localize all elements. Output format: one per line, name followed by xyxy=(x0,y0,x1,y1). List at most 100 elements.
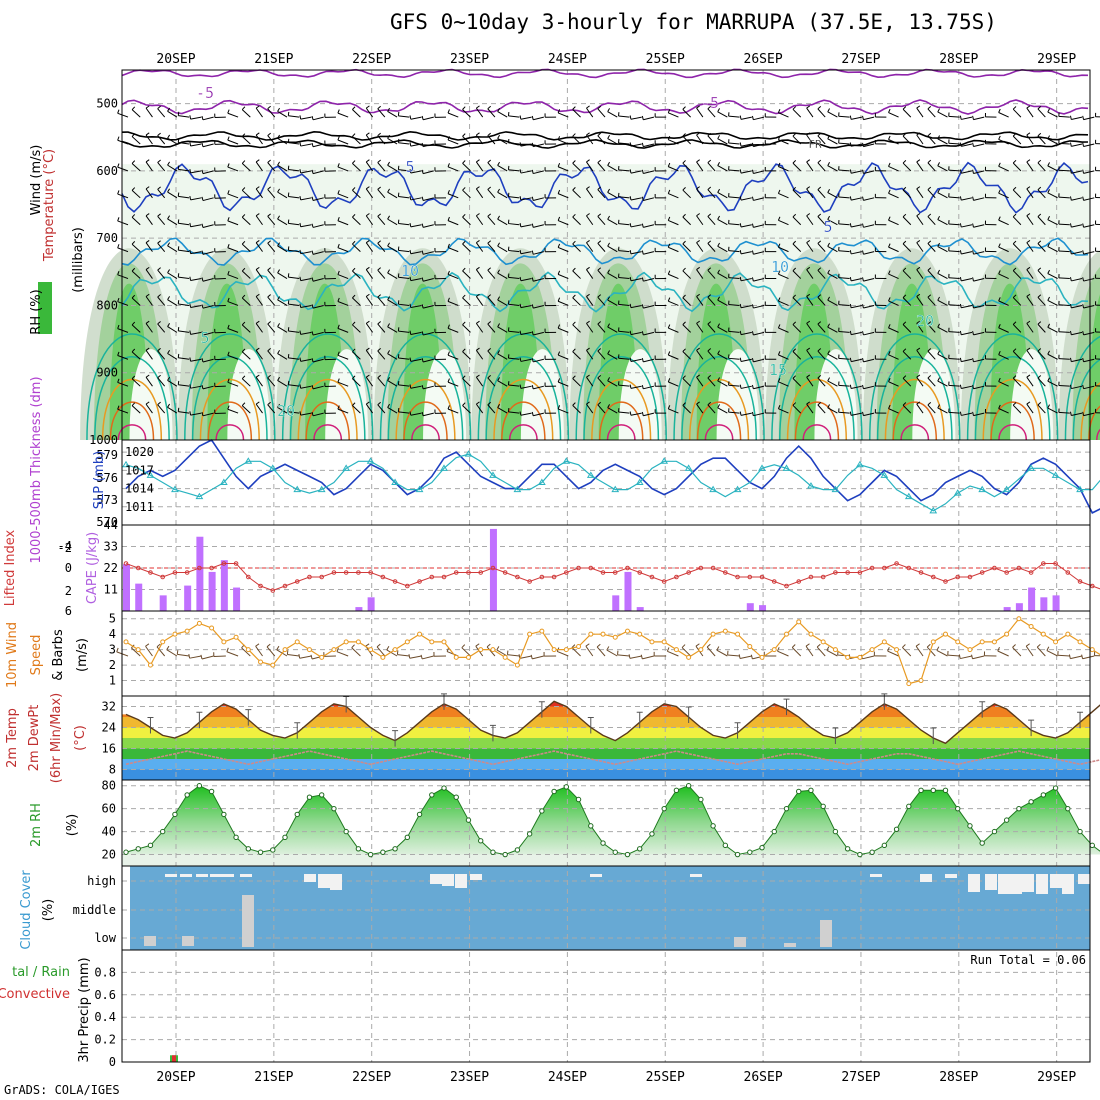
wind-speed-marker xyxy=(392,647,398,653)
wind-barb xyxy=(241,187,251,199)
wind-barb xyxy=(337,405,349,414)
date-label-top: 21SEP xyxy=(254,52,293,67)
wind-barb xyxy=(337,163,349,172)
wind-barb xyxy=(497,188,508,199)
cape-bar xyxy=(355,607,363,611)
wind-barb xyxy=(365,159,374,172)
surface-wind-barb xyxy=(816,643,826,657)
wind-barb xyxy=(377,213,386,226)
wind-barb xyxy=(586,132,594,145)
wind-barb xyxy=(447,351,459,360)
pressure-tick-label: 900 xyxy=(96,366,118,380)
isotherm-loop xyxy=(966,333,1059,441)
wind-barb xyxy=(157,159,166,172)
wind-barb xyxy=(862,357,875,363)
temp-axis-label-2: 2m DewPt xyxy=(27,705,42,772)
wind-barb xyxy=(707,159,716,172)
precip-legend-total: tal / Rain xyxy=(12,965,70,980)
surface-wind-barb xyxy=(433,652,447,657)
wind-barb xyxy=(948,166,960,172)
rh-marker xyxy=(1016,805,1022,812)
cloud-high-bar xyxy=(1036,874,1048,894)
wind-barb xyxy=(167,215,178,226)
wind-barb xyxy=(421,142,434,148)
li-marker xyxy=(123,561,129,566)
wind-speed-marker xyxy=(600,631,606,637)
wind-barb xyxy=(337,109,349,118)
wind-barb xyxy=(387,134,398,145)
surface-wind-barb xyxy=(971,654,985,660)
wind-barb xyxy=(1082,196,1095,201)
wind-barb xyxy=(739,223,752,228)
wind-barb xyxy=(1095,408,1100,414)
wind-barb xyxy=(654,167,667,172)
wind-barb xyxy=(277,161,288,172)
wind-barb xyxy=(1069,142,1083,147)
wind-barb xyxy=(607,215,618,226)
precip-tick-label: 0 xyxy=(109,1055,116,1069)
wind-barb xyxy=(462,267,471,279)
date-label-bottom: 28SEP xyxy=(939,1070,978,1085)
date-label-top: 22SEP xyxy=(352,52,391,67)
wind-barb xyxy=(717,188,728,199)
wind-barb xyxy=(117,324,129,333)
wind-barb xyxy=(1012,186,1022,199)
isotherm-loop xyxy=(575,333,667,441)
wind-barb xyxy=(618,139,630,145)
wind-barb xyxy=(497,161,508,172)
wind-barb xyxy=(409,303,422,309)
wind-barb xyxy=(189,249,202,255)
wind-barb xyxy=(948,193,960,199)
wind-tick-label: 5 xyxy=(109,612,116,626)
isotherm-loop xyxy=(892,401,938,441)
wind-barb xyxy=(507,408,520,414)
thickness-marker xyxy=(807,482,815,489)
wind-barb xyxy=(927,267,936,279)
temp-band xyxy=(122,701,1090,707)
wind-barb xyxy=(497,269,508,279)
wind-barb xyxy=(421,277,434,282)
wind-barb xyxy=(557,243,569,253)
wind-barb xyxy=(728,273,740,280)
isotherm-loop xyxy=(395,378,456,441)
wind-speed-marker xyxy=(282,647,288,653)
wind-speed-marker xyxy=(661,639,667,645)
wind-barb xyxy=(241,294,251,306)
wind-barb xyxy=(255,320,263,333)
wind-barb xyxy=(806,132,814,145)
wind-barb xyxy=(507,354,520,360)
wind-speed-marker xyxy=(221,639,227,645)
wind-barb xyxy=(984,408,997,414)
wind-barb xyxy=(641,304,655,309)
surface-wind-barb xyxy=(958,654,973,660)
wind-barb xyxy=(728,112,740,118)
wind-barb xyxy=(434,301,447,307)
wind-barb xyxy=(277,269,288,279)
wind-speed-marker xyxy=(294,639,300,645)
contour-label: 20 xyxy=(277,402,295,420)
wind-speed-marker xyxy=(576,644,582,650)
pressure-tick-label: 500 xyxy=(96,97,118,111)
wind-barb xyxy=(1058,112,1070,118)
wind-barb xyxy=(131,267,141,279)
wind-barb xyxy=(241,214,251,226)
wind-barb xyxy=(487,401,496,414)
wind-barb xyxy=(937,135,948,145)
thickness-marker xyxy=(831,485,840,493)
wind-barb xyxy=(387,323,398,333)
wind-barb xyxy=(937,189,948,199)
wind-barb xyxy=(1012,213,1022,226)
wind-barb xyxy=(267,401,276,414)
isotherm-loop xyxy=(493,378,554,441)
wind-barb xyxy=(1058,247,1070,253)
wind-barb xyxy=(572,160,581,172)
wind-barb xyxy=(352,294,361,306)
li-marker xyxy=(246,574,251,580)
wind-barb xyxy=(227,136,239,145)
wind-barb xyxy=(352,160,361,172)
wind-barb xyxy=(849,115,862,120)
wind-barb xyxy=(1026,320,1034,333)
li-marker xyxy=(686,570,691,575)
wind-barb xyxy=(557,162,569,172)
wind-barb xyxy=(1026,293,1034,306)
